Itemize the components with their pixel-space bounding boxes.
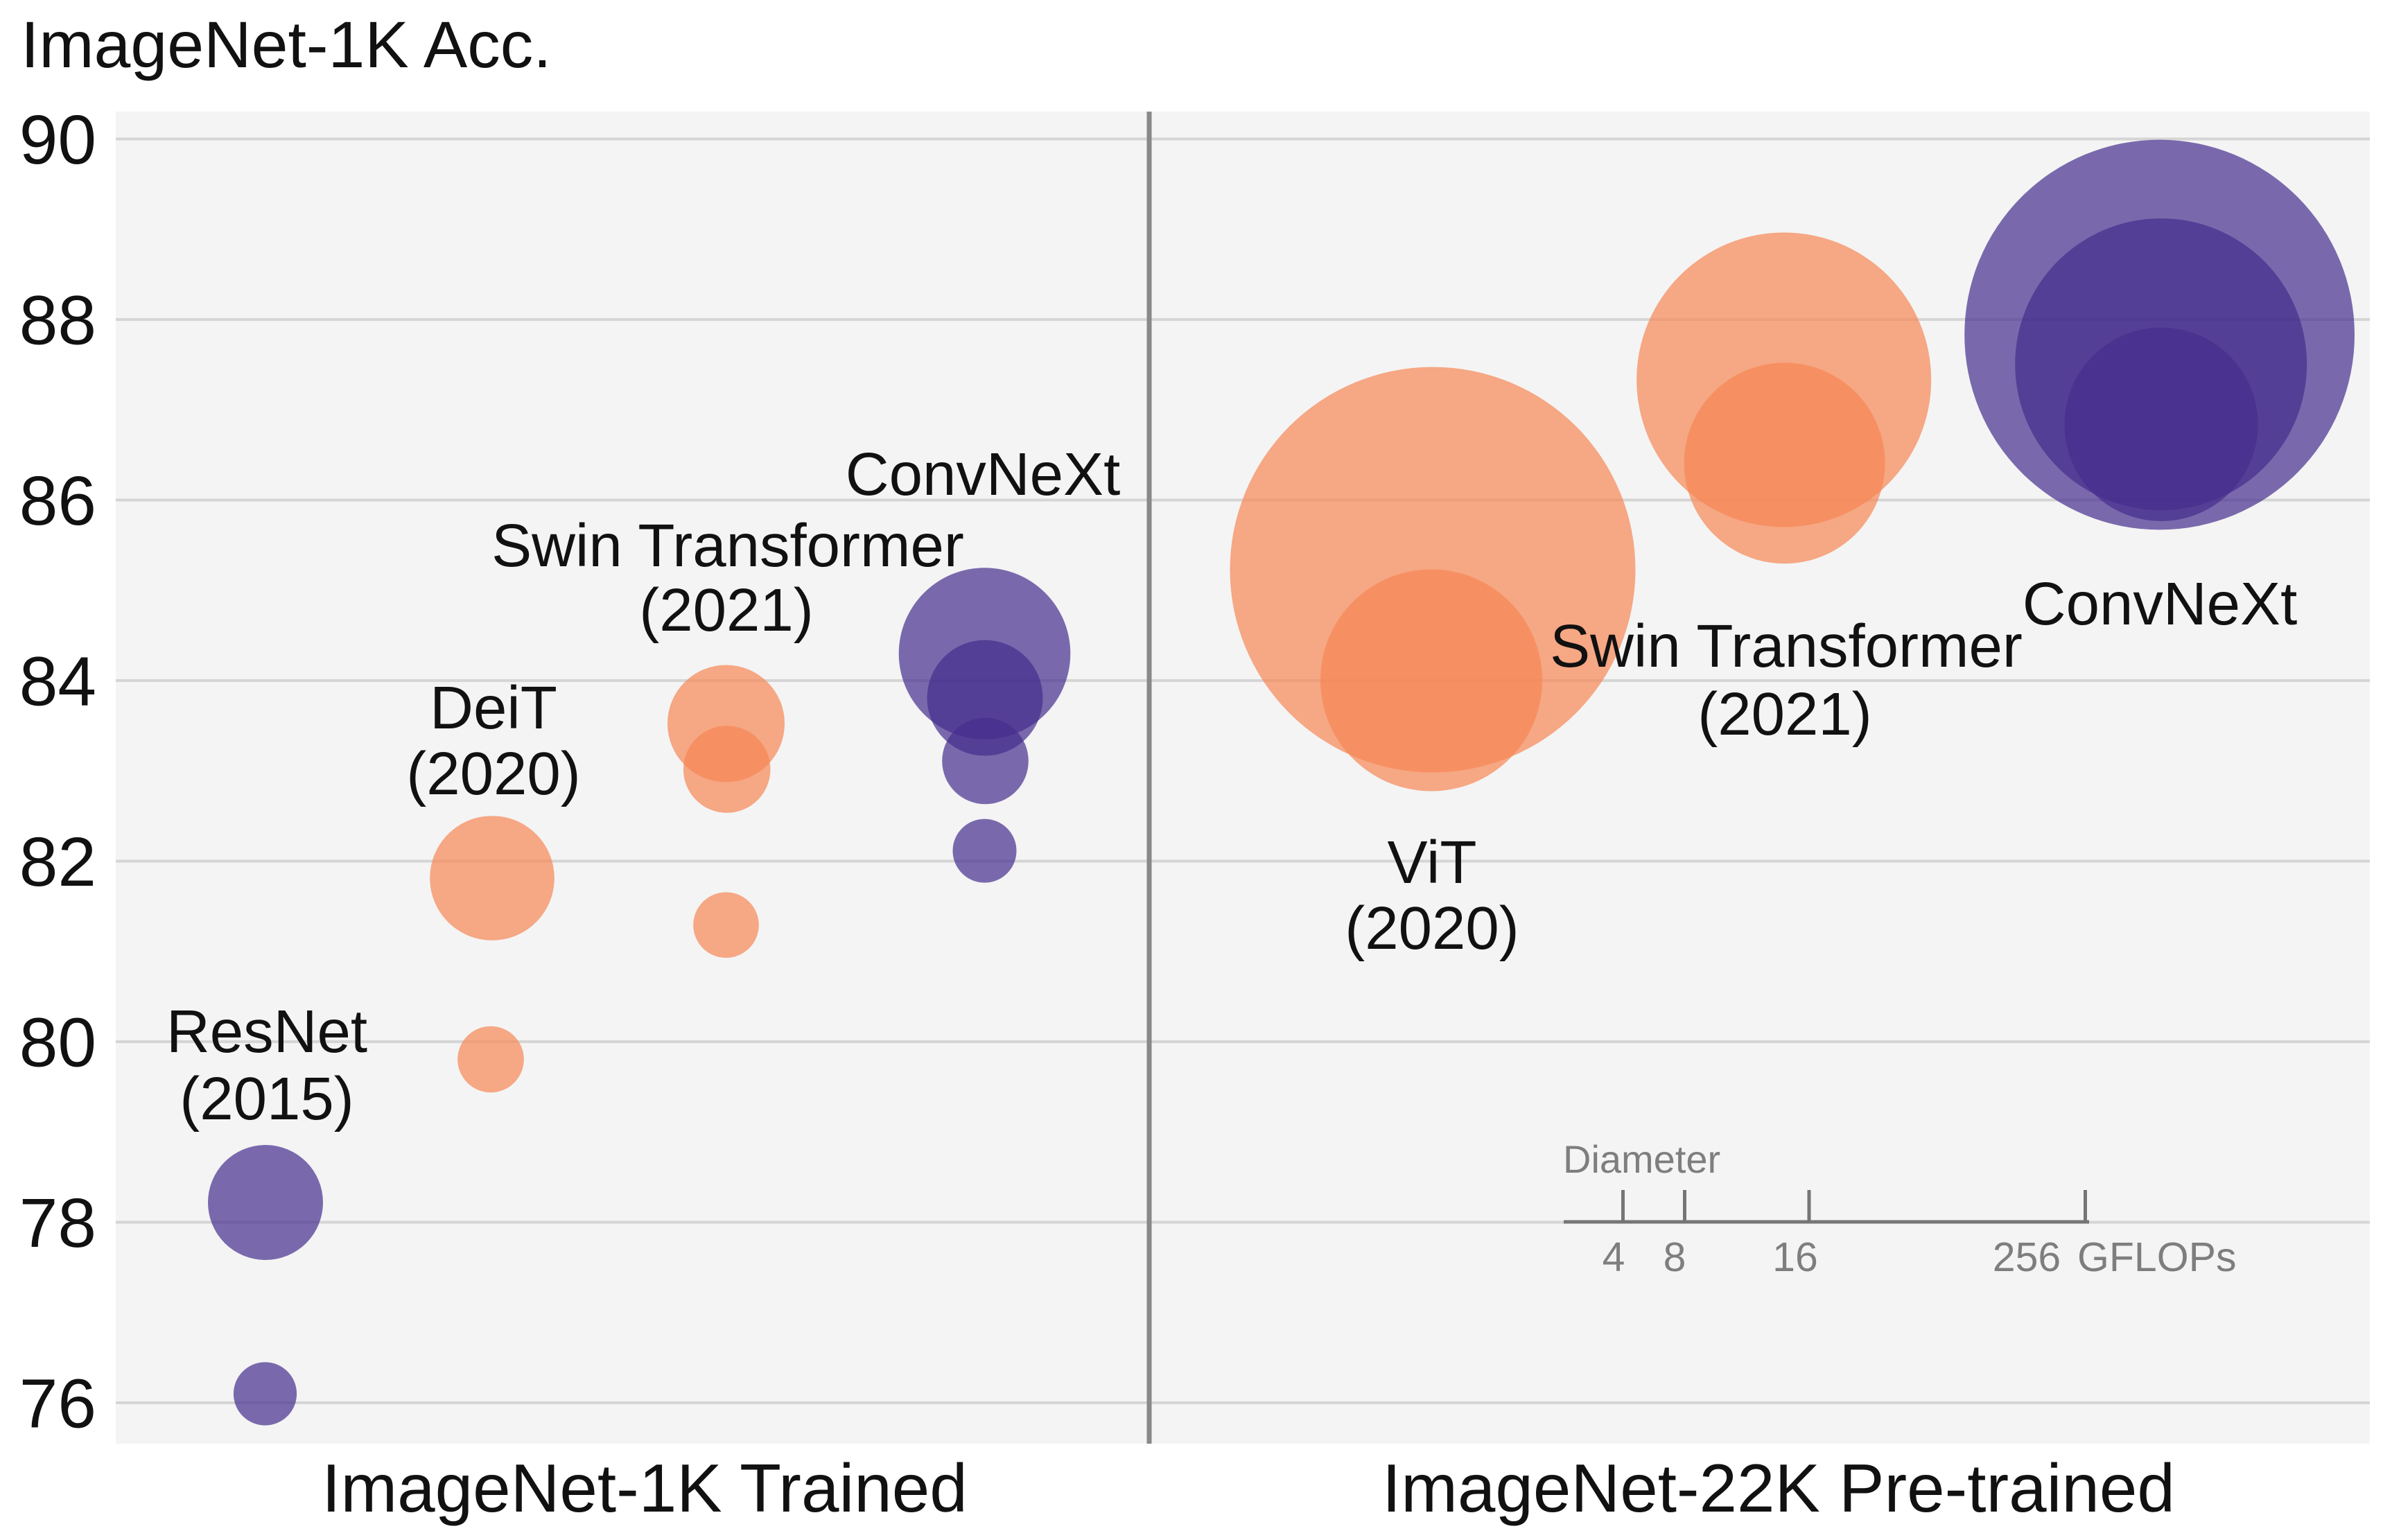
svg-text:84: 84 — [19, 643, 96, 721]
svg-text:DeiT: DeiT — [430, 674, 557, 742]
svg-text:ConvNeXt: ConvNeXt — [846, 441, 1121, 508]
svg-text:90: 90 — [19, 101, 96, 179]
svg-text:88: 88 — [19, 282, 96, 360]
svg-text:ViT: ViT — [1388, 829, 1477, 896]
svg-text:82: 82 — [19, 823, 96, 901]
svg-text:ImageNet-1K Acc.: ImageNet-1K Acc. — [21, 8, 552, 82]
svg-text:4: 4 — [1603, 1234, 1625, 1280]
svg-text:86: 86 — [19, 462, 96, 540]
svg-text:Swin Transformer: Swin Transformer — [1550, 613, 2023, 680]
svg-text:ConvNeXt: ConvNeXt — [2023, 570, 2298, 638]
svg-text:(2020): (2020) — [1345, 895, 1519, 962]
svg-text:(2021): (2021) — [1697, 681, 1871, 748]
svg-text:8: 8 — [1664, 1234, 1686, 1280]
svg-text:Diameter: Diameter — [1563, 1137, 1720, 1181]
svg-text:ImageNet-1K Trained: ImageNet-1K Trained — [322, 1450, 967, 1526]
svg-text:(2021): (2021) — [639, 577, 813, 644]
svg-text:76: 76 — [19, 1365, 96, 1443]
svg-text:78: 78 — [19, 1184, 96, 1262]
svg-text:GFLOPs: GFLOPs — [2077, 1234, 2237, 1280]
svg-text:80: 80 — [19, 1004, 96, 1082]
svg-text:ResNet: ResNet — [166, 998, 367, 1065]
svg-text:ImageNet-22K Pre-trained: ImageNet-22K Pre-trained — [1382, 1450, 2175, 1526]
svg-text:(2020): (2020) — [406, 740, 580, 807]
svg-text:256: 256 — [1993, 1234, 2061, 1280]
svg-text:(2015): (2015) — [180, 1065, 353, 1132]
svg-text:Swin Transformer: Swin Transformer — [491, 512, 964, 579]
svg-text:16: 16 — [1772, 1234, 1818, 1280]
